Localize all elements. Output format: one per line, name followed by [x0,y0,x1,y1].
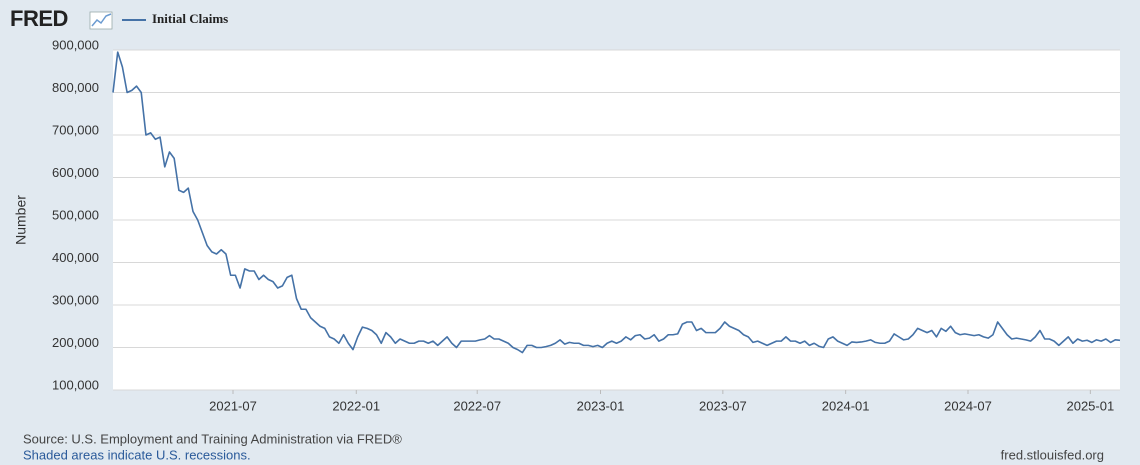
y-tick-label: 800,000 [52,80,99,95]
y-tick-label: 500,000 [52,207,99,222]
logo: FRED [10,6,68,31]
source: Source: U.S. Employment and Training Adm… [23,431,402,446]
x-tick-label: 2023-01 [577,398,625,413]
x-tick-label: 2025-01 [1066,398,1114,413]
x-tick-label: 2023-07 [699,398,747,413]
y-axis-title: Number [13,195,29,245]
y-tick-label: 700,000 [52,122,99,137]
recession-note: Shaded areas indicate U.S. recessions. [23,447,251,462]
legend-label: Initial Claims [152,11,228,26]
y-tick-label: 400,000 [52,250,99,265]
y-tick-label: 900,000 [52,37,99,52]
x-tick-label: 2024-01 [822,398,870,413]
series-line [112,51,1121,354]
y-tick-label: 200,000 [52,335,99,350]
y-tick-label: 100,000 [52,377,99,392]
source-url: fred.stlouisfed.org [1001,447,1104,462]
x-tick-label: 2022-07 [453,398,501,413]
x-tick-label: 2021-07 [209,398,257,413]
y-tick-label: 600,000 [52,165,99,180]
x-tick-label: 2022-01 [332,398,380,413]
y-tick-label: 300,000 [52,292,99,307]
logo-icon [89,11,113,30]
x-tick-label: 2024-07 [944,398,992,413]
